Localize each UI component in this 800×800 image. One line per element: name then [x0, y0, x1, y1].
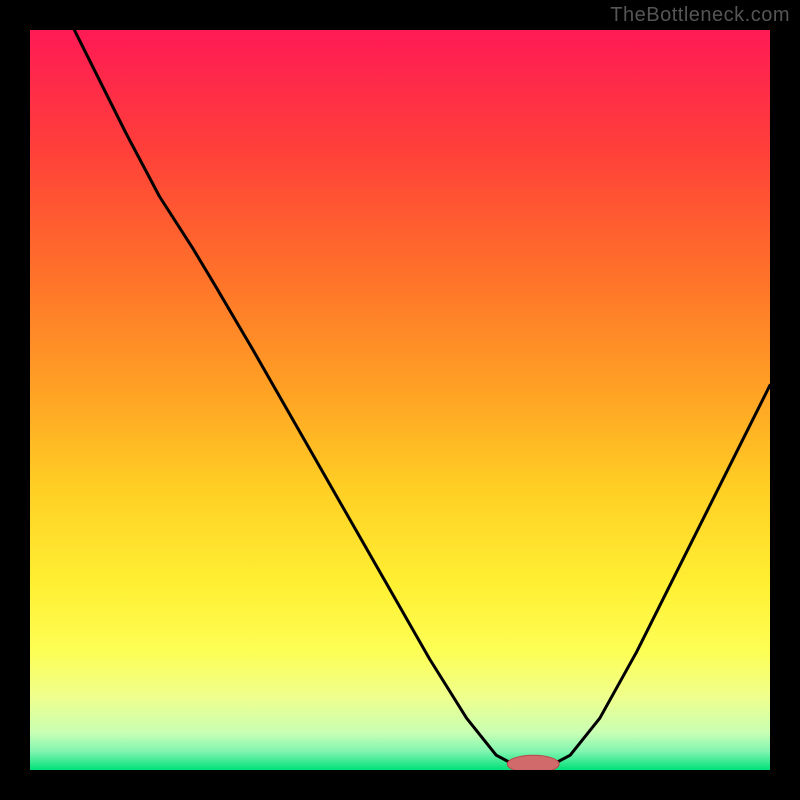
chart-frame: TheBottleneck.com: [0, 0, 800, 800]
optimum-marker: [507, 755, 559, 770]
watermark-label: TheBottleneck.com: [610, 4, 790, 27]
curve-layer: [30, 30, 770, 770]
plot-area: [30, 30, 770, 770]
bottleneck-curve: [74, 30, 770, 767]
